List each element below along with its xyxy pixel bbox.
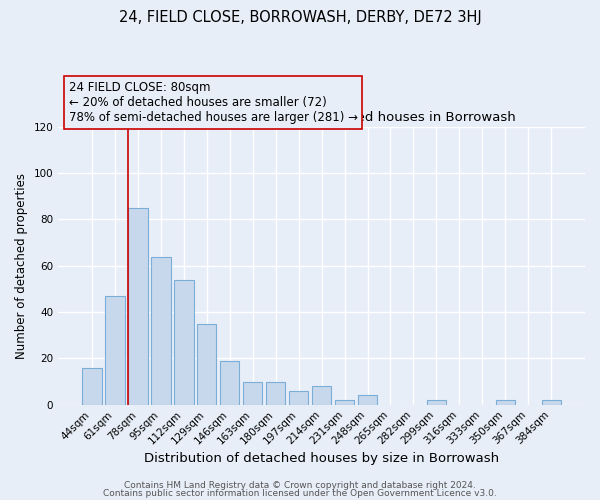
Text: Contains public sector information licensed under the Open Government Licence v3: Contains public sector information licen…	[103, 488, 497, 498]
Bar	[128, 208, 148, 404]
Bar	[312, 386, 331, 404]
Bar	[496, 400, 515, 404]
Text: 24, FIELD CLOSE, BORROWASH, DERBY, DE72 3HJ: 24, FIELD CLOSE, BORROWASH, DERBY, DE72 …	[119, 10, 481, 25]
Bar	[105, 296, 125, 405]
Bar	[427, 400, 446, 404]
Bar	[197, 324, 217, 404]
Bar	[151, 256, 170, 404]
Title: Size of property relative to detached houses in Borrowash: Size of property relative to detached ho…	[128, 112, 515, 124]
X-axis label: Distribution of detached houses by size in Borrowash: Distribution of detached houses by size …	[144, 452, 499, 465]
Bar	[542, 400, 561, 404]
Bar	[266, 382, 286, 404]
Bar	[174, 280, 194, 404]
Bar	[335, 400, 355, 404]
Bar	[220, 360, 239, 405]
Text: 24 FIELD CLOSE: 80sqm
← 20% of detached houses are smaller (72)
78% of semi-deta: 24 FIELD CLOSE: 80sqm ← 20% of detached …	[69, 81, 358, 124]
Bar	[82, 368, 101, 405]
Bar	[243, 382, 262, 404]
Text: Contains HM Land Registry data © Crown copyright and database right 2024.: Contains HM Land Registry data © Crown c…	[124, 481, 476, 490]
Y-axis label: Number of detached properties: Number of detached properties	[15, 173, 28, 359]
Bar	[289, 391, 308, 404]
Bar	[358, 396, 377, 404]
